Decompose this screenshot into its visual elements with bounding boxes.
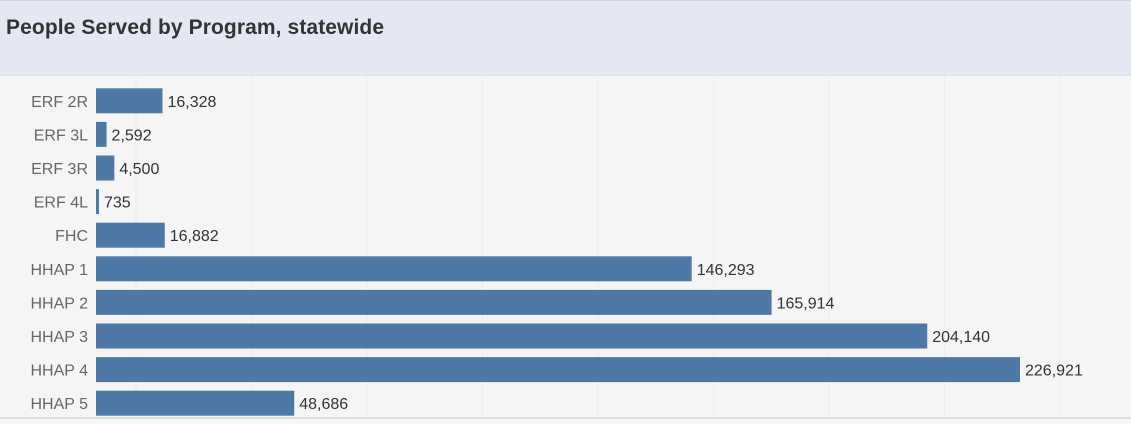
bar bbox=[96, 323, 928, 349]
bar bbox=[96, 357, 1020, 383]
value-label: 4,500 bbox=[119, 161, 159, 178]
category-label: HHAP 5 bbox=[30, 396, 88, 413]
value-label: 146,293 bbox=[697, 262, 755, 279]
chart-svg: ERF 2R 16,328 ERF 3L 2,592 ERF 3R 4,500 ERF 4L… bbox=[0, 76, 1131, 419]
bar bbox=[96, 189, 99, 215]
bar-chart: ERF 2R 16,328 ERF 3L 2,592 ERF 3R 4,500 ERF 4L… bbox=[0, 76, 1131, 424]
bar bbox=[96, 121, 107, 147]
bar bbox=[96, 289, 772, 315]
value-label: 204,140 bbox=[932, 329, 990, 346]
bar bbox=[96, 88, 163, 114]
value-label: 2,592 bbox=[112, 127, 152, 144]
value-label: 735 bbox=[104, 195, 131, 212]
value-label: 48,686 bbox=[299, 396, 348, 413]
category-label: HHAP 2 bbox=[30, 295, 88, 312]
bar bbox=[96, 256, 692, 282]
category-label: ERF 2R bbox=[31, 94, 88, 111]
value-label: 16,328 bbox=[167, 94, 216, 111]
bar bbox=[96, 222, 165, 248]
value-label: 165,914 bbox=[777, 295, 835, 312]
category-label: ERF 3L bbox=[34, 127, 88, 144]
value-label: 226,921 bbox=[1025, 363, 1083, 380]
category-label: ERF 3R bbox=[31, 161, 88, 178]
category-label: ERF 4L bbox=[34, 195, 88, 212]
category-label: FHC bbox=[55, 228, 88, 245]
category-label: HHAP 3 bbox=[30, 329, 88, 346]
bar bbox=[96, 155, 115, 181]
category-label: HHAP 1 bbox=[30, 262, 88, 279]
chart-title: People Served by Program, statewide bbox=[6, 16, 385, 39]
bar bbox=[96, 390, 295, 416]
chart-header: People Served by Program, statewide bbox=[0, 0, 1131, 76]
value-label: 16,882 bbox=[170, 228, 219, 245]
category-label: HHAP 4 bbox=[30, 363, 88, 380]
